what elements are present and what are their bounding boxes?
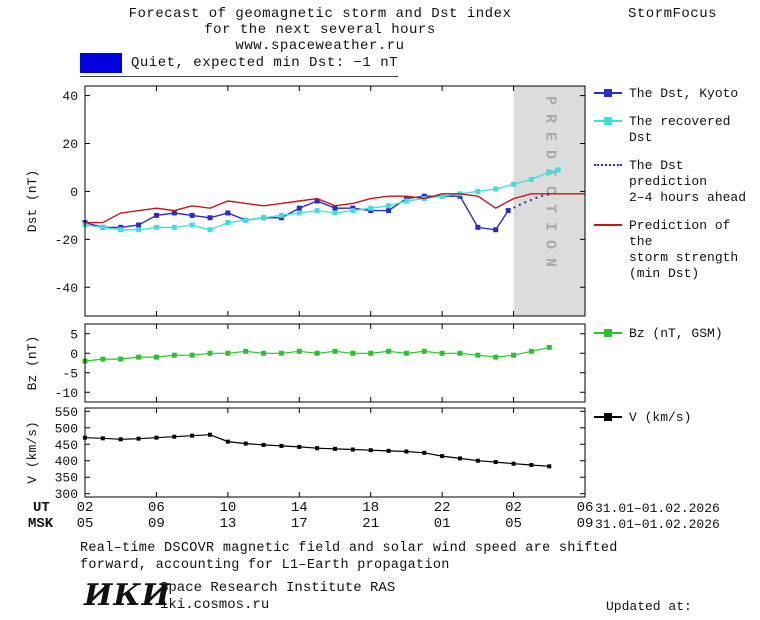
legend-item-speed: V (km/s) <box>594 410 760 426</box>
bz-marker-icon <box>594 329 622 337</box>
time-axis: UT 31.01–01.02.2026 02 06 10 14 18 22 02 06 MSK… <box>0 500 760 534</box>
x-tick-label: 14 <box>290 500 308 516</box>
legend-label: Prediction of the storm strength (min Ds… <box>629 218 739 281</box>
x-tick-label: 18 <box>362 500 380 516</box>
svg-text:40: 40 <box>62 89 78 104</box>
x-tick-label: 06 <box>576 500 594 516</box>
bz-chart: 5 0 -5 -10 Bz (nT) <box>25 323 586 403</box>
svg-text:-40: -40 <box>55 281 78 296</box>
svg-text:0: 0 <box>70 185 78 200</box>
x-tick-label: 09 <box>576 516 594 532</box>
updated-block: Updated at: UT 02:05, 01.02.2026 MSK 05:… <box>606 567 760 620</box>
dst-chart: PREDICTION 40 20 0 -20 -40 Dst (nT) <box>25 85 586 317</box>
svg-text:450: 450 <box>55 438 78 453</box>
svg-text:300: 300 <box>55 487 78 499</box>
legend-label: The recovered Dst <box>629 114 731 145</box>
institute-url: iki.cosmos.ru <box>160 597 270 613</box>
x-tick-label: 17 <box>290 516 308 532</box>
svg-text:0: 0 <box>70 347 78 362</box>
svg-text:Dst (nT): Dst (nT) <box>25 170 40 232</box>
legend-item-recovered-dst: The recovered Dst <box>594 114 760 146</box>
msk-date: 31.01–01.02.2026 <box>595 517 720 532</box>
svg-text:PREDICTION: PREDICTION <box>542 96 559 276</box>
spaceweather-url: www.spaceweather.ru <box>235 38 405 54</box>
x-tick-label: 13 <box>219 516 237 532</box>
x-tick-label: 02 <box>505 500 522 516</box>
svg-text:550: 550 <box>55 407 78 420</box>
title-line2: for the next several hours <box>204 22 436 38</box>
status-text: Quiet, expected min Dst: −1 nT <box>131 55 399 71</box>
ut-label: UT <box>33 500 50 516</box>
institute-block: Space Research Institute RAS iki.cosmos.… <box>160 580 395 614</box>
x-tick-label: 21 <box>362 516 380 532</box>
svg-text:-10: -10 <box>55 386 78 401</box>
updated-label: Updated at: <box>606 599 692 614</box>
brand-stormfocus: StormFocus <box>628 6 718 22</box>
x-tick-label: 09 <box>148 516 165 532</box>
legend-item-storm-strength: Prediction of the storm strength (min Ds… <box>594 218 760 282</box>
legend-label: Bz (nT, GSM) <box>629 326 723 341</box>
title-line1: Forecast of geomagnetic storm and Dst in… <box>128 6 512 22</box>
legend-item-dst-kyoto: The Dst, Kyoto <box>594 86 760 102</box>
legend-item-dst-prediction: The Dst prediction 2–4 hours ahead <box>594 158 760 206</box>
storm-strength-marker-icon <box>594 224 622 226</box>
institute-name: Space Research Institute RAS <box>160 580 396 596</box>
msk-tick-row: MSK 31.01–01.02.2026 05 09 13 17 21 01 05 09 <box>0 516 760 532</box>
svg-text:20: 20 <box>62 137 78 152</box>
svg-text:-20: -20 <box>55 233 78 248</box>
legend-label: The Dst, Kyoto <box>629 86 739 101</box>
propagation-note: Real–time DSCOVR magnetic field and sola… <box>80 540 618 574</box>
svg-text:Bz (nT): Bz (nT) <box>25 336 40 391</box>
bz-legend: Bz (nT, GSM) <box>594 326 760 354</box>
svg-text:-5: -5 <box>62 366 78 381</box>
dst-kyoto-marker-icon <box>594 89 622 97</box>
x-tick-label: 05 <box>76 516 94 532</box>
recovered-dst-marker-icon <box>594 117 622 125</box>
x-tick-label: 06 <box>148 500 165 516</box>
x-tick-label: 02 <box>76 500 94 516</box>
x-tick-label: 10 <box>219 500 237 516</box>
note-line2: forward, accounting for L1–Earth propaga… <box>80 558 450 573</box>
ut-date: 31.01–01.02.2026 <box>595 501 720 516</box>
iki-logo: ИКИ <box>84 578 171 613</box>
msk-label: MSK <box>28 516 54 532</box>
svg-text:500: 500 <box>55 421 78 436</box>
x-tick-label: 01 <box>433 516 451 532</box>
x-tick-label: 05 <box>505 516 522 532</box>
svg-text:5: 5 <box>70 327 78 342</box>
speed-legend: V (km/s) <box>594 410 760 438</box>
note-line1: Real–time DSCOVR magnetic field and sola… <box>80 541 618 556</box>
legend-item-bz: Bz (nT, GSM) <box>594 326 760 342</box>
dst-prediction-marker-icon <box>594 164 622 166</box>
x-tick-label: 22 <box>433 500 451 516</box>
legend-label: V (km/s) <box>629 410 692 425</box>
storm-level-swatch <box>80 53 122 73</box>
speed-marker-icon <box>594 413 622 421</box>
svg-text:V (km/s): V (km/s) <box>25 421 40 483</box>
page-title: Forecast of geomagnetic storm and Dst in… <box>40 6 600 54</box>
legend-label: The Dst prediction 2–4 hours ahead <box>629 158 747 205</box>
ut-tick-row: UT 31.01–01.02.2026 02 06 10 14 18 22 02 06 <box>0 500 760 516</box>
status-bar: Quiet, expected min Dst: −1 nT <box>80 53 399 77</box>
dst-legend: The Dst, Kyoto The recovered Dst The Dst… <box>594 86 760 294</box>
svg-text:350: 350 <box>55 471 78 486</box>
svg-text:400: 400 <box>55 454 78 469</box>
